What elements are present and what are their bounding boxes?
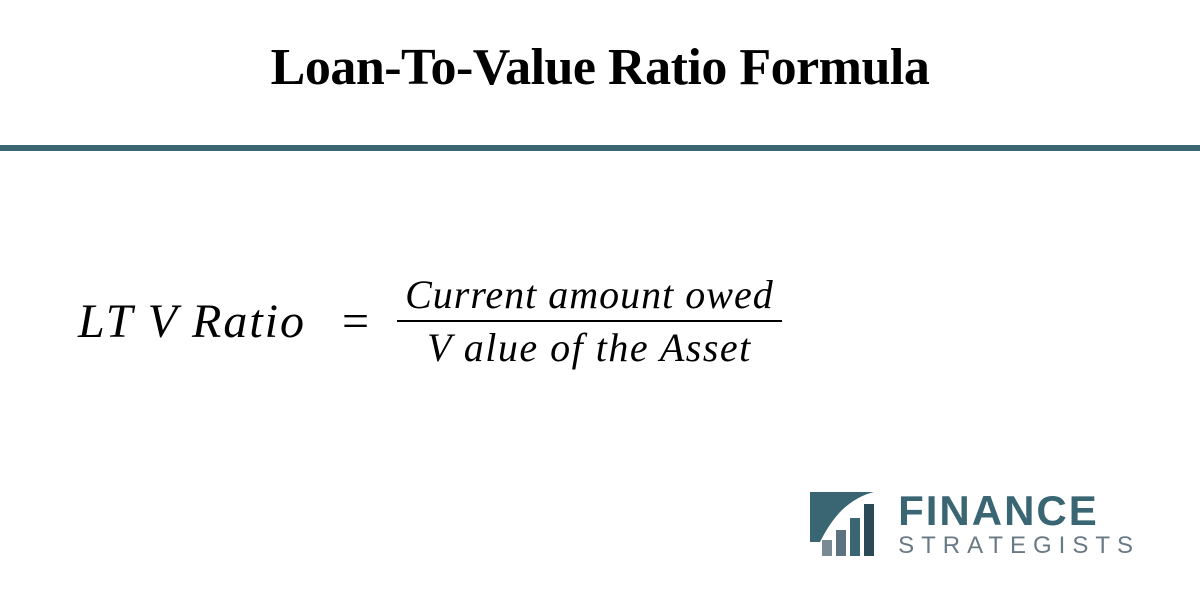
formula-fraction: Current amount owed V alue of the Asset [397, 271, 782, 371]
formula-container: LT V Ratio = Current amount owed V alue … [0, 271, 1200, 371]
horizontal-divider [0, 145, 1200, 151]
logo-line1: FINANCE [898, 490, 1140, 532]
formula-lhs: LT V Ratio [78, 294, 306, 349]
formula-denominator: V alue of the Asset [419, 322, 760, 371]
brand-logo: FINANCE STRATEGISTS [802, 484, 1140, 564]
formula-numerator: Current amount owed [397, 271, 782, 320]
logo-text: FINANCE STRATEGISTS [898, 490, 1140, 558]
logo-line2: STRATEGISTS [898, 534, 1140, 558]
page-title: Loan-To-Value Ratio Formula [0, 0, 1200, 97]
formula-equals: = [342, 294, 369, 349]
logo-mark-icon [802, 484, 882, 564]
